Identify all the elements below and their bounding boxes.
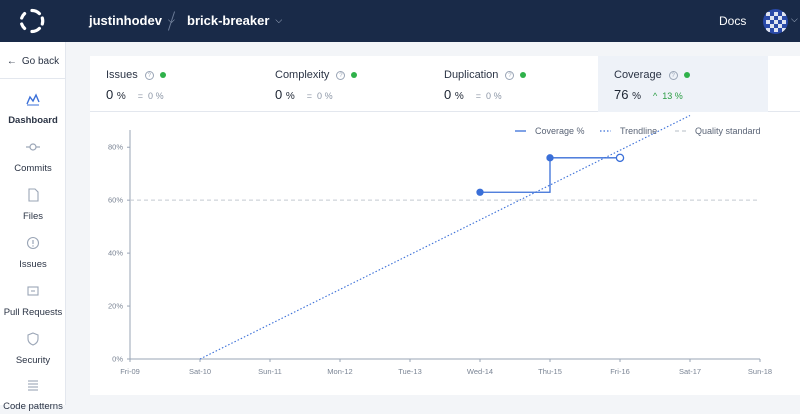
metric-issues[interactable]: Issues? 0 % = 0 %: [90, 56, 260, 112]
divider: [0, 78, 66, 79]
x-tick-label: Fri-16: [610, 367, 630, 376]
top-bar: justinhodev ⌵ brick-breaker ⌵ Docs ⌵: [0, 0, 800, 42]
dashboard-icon: [26, 93, 40, 106]
metric-unit: %: [285, 91, 295, 102]
y-tick-label: 40%: [108, 249, 123, 258]
go-back-button[interactable]: ← Go back: [0, 56, 66, 67]
metrics-bar: Issues? 0 % = 0 % Complexity? 0 % = 0 % Du…: [90, 56, 800, 112]
status-dot: [520, 72, 527, 79]
sidebar-item-pull-requests[interactable]: Pull Requests: [0, 284, 66, 320]
x-tick-label: Sun-11: [258, 367, 282, 376]
sidebar-item-security[interactable]: Security: [0, 332, 66, 368]
legend-label: Coverage %: [535, 126, 585, 136]
y-tick-label: 0%: [112, 355, 123, 364]
metric-coverage[interactable]: Coverage? 76 % ^ 13 %: [598, 56, 768, 112]
metric-value: 0: [275, 87, 283, 102]
coverage-chart[interactable]: 0% 20% 40% 60% 80% Fri-09 Sat-10 Sun-11 Mon-12 Tu…: [90, 112, 800, 395]
metric-value: 76: [614, 87, 629, 102]
sidebar-item-label: Issues: [19, 259, 47, 270]
delta-sign: =: [306, 91, 313, 101]
issue-icon: [26, 236, 40, 250]
coverage-point[interactable]: [546, 154, 554, 162]
x-tick-label: Tue-13: [398, 367, 422, 376]
coverage-point[interactable]: [476, 188, 484, 196]
metric-unit: %: [454, 91, 464, 102]
x-tick-label: Sun-18: [748, 367, 772, 376]
metric-unit: %: [116, 91, 126, 102]
legend-label: Trendline: [620, 126, 657, 136]
sidebar-item-files[interactable]: Files: [0, 188, 66, 224]
sidebar-item-issues[interactable]: Issues: [0, 236, 66, 272]
metric-duplication[interactable]: Duplication? 0 % = 0 %: [428, 56, 598, 112]
sidebar-item-code-patterns[interactable]: Code patterns: [0, 378, 66, 414]
y-tick-label: 80%: [108, 143, 123, 152]
pull-request-icon: [27, 286, 39, 296]
delta-unit: %: [155, 91, 164, 101]
x-tick-label: Sat-17: [679, 367, 701, 376]
help-icon[interactable]: ?: [336, 70, 346, 80]
metric-value: 0: [444, 87, 452, 102]
status-dot: [159, 72, 166, 79]
go-back-label: Go back: [21, 56, 60, 67]
help-icon[interactable]: ?: [668, 70, 678, 80]
sidebar-item-commits[interactable]: Commits: [0, 140, 66, 176]
metric-name: Complexity: [275, 69, 330, 81]
sidebar-item-label: Security: [15, 355, 51, 366]
delta-unit: %: [493, 91, 502, 101]
repo-selector[interactable]: brick-breaker ⌵: [187, 13, 282, 28]
x-tick-label: Wed-14: [467, 367, 493, 376]
metric-name: Issues: [106, 69, 138, 81]
status-dot: [351, 72, 358, 79]
sidebar-item-label: Dashboard: [8, 115, 58, 126]
org-selector[interactable]: justinhodev ⌵: [89, 13, 175, 28]
repo-name: brick-breaker: [187, 13, 270, 28]
delta-unit: %: [674, 91, 683, 101]
y-tick-label: 60%: [108, 196, 123, 205]
help-icon[interactable]: ?: [144, 70, 154, 80]
help-icon[interactable]: ?: [505, 70, 515, 80]
list-icon: [28, 380, 38, 391]
sidebar-item-label: Commits: [14, 163, 52, 174]
coverage-line: [480, 157, 620, 193]
delta-value: 0: [317, 91, 323, 101]
metric-value: 0: [106, 87, 114, 102]
coverage-chart-card: 0% 20% 40% 60% 80% Fri-09 Sat-10 Sun-11 Mon-12 Tu…: [90, 112, 800, 395]
metric-complexity[interactable]: Complexity? 0 % = 0 %: [259, 56, 429, 112]
delta-value: 13: [662, 91, 673, 101]
sidebar-item-label: Code patterns: [3, 401, 63, 412]
metric-name: Coverage: [614, 69, 662, 81]
x-tick-label: Thu-15: [538, 367, 562, 376]
avatar-pattern-icon: [766, 12, 786, 32]
commit-icon: [26, 143, 40, 151]
status-dot: [683, 72, 690, 79]
coverage-point[interactable]: [615, 153, 625, 163]
file-icon: [28, 188, 39, 202]
metric-name: Duplication: [444, 69, 499, 81]
chevron-down-icon[interactable]: ⌵: [791, 14, 798, 24]
arrow-left-icon: ←: [6, 56, 17, 67]
delta-sign: ^: [653, 91, 658, 101]
sidebar-item-dashboard[interactable]: Dashboard: [0, 92, 66, 128]
chevron-down-icon: ⌵: [275, 15, 283, 25]
delta-sign: =: [475, 91, 482, 101]
codacy-logo-icon[interactable]: [19, 8, 45, 34]
x-tick-label: Sat-10: [189, 367, 211, 376]
sidebar: ← Go back Dashboard Commits Files Issues…: [0, 42, 66, 412]
legend-label: Quality standard: [695, 126, 761, 136]
org-name: justinhodev: [89, 13, 162, 28]
sidebar-item-label: Files: [22, 211, 44, 222]
delta-value: 0: [486, 91, 492, 101]
trendline: [199, 114, 691, 360]
x-tick-label: Fri-09: [120, 367, 140, 376]
x-tick-label: Mon-12: [327, 367, 352, 376]
delta-sign: =: [137, 91, 144, 101]
y-tick-label: 20%: [108, 302, 123, 311]
shield-icon: [27, 332, 39, 346]
avatar[interactable]: [763, 9, 788, 34]
docs-link[interactable]: Docs: [719, 14, 747, 28]
delta-value: 0: [148, 91, 154, 101]
metric-unit: %: [632, 91, 641, 102]
sidebar-item-label: Pull Requests: [3, 307, 63, 318]
delta-unit: %: [324, 91, 333, 101]
